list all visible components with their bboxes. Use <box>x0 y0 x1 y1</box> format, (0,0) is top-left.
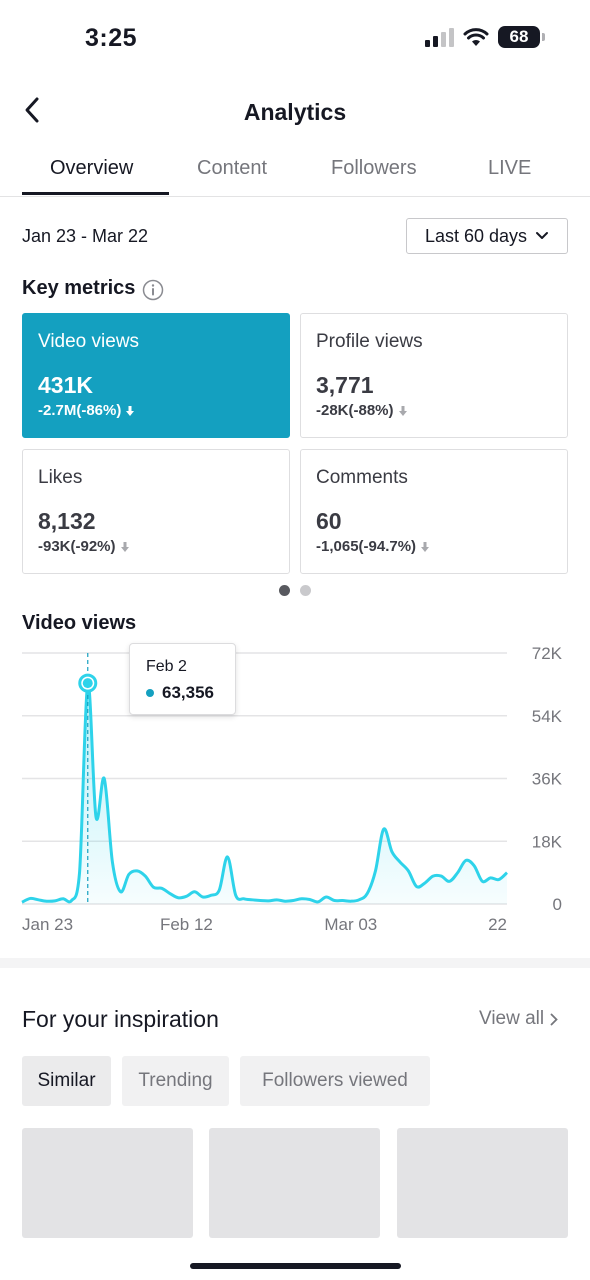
series-area <box>22 682 507 904</box>
status-bar: 3:25 68 <box>0 0 590 80</box>
chip-followers-viewed[interactable]: Followers viewed <box>240 1056 430 1106</box>
home-indicator <box>190 1263 401 1269</box>
metric-label: Video views <box>38 331 140 352</box>
metric-delta-text: -2.7M(-86%) <box>38 402 122 419</box>
x-tick-label: Jan 23 <box>22 915 73 934</box>
metric-delta: -2.7M(-86%) <box>38 402 135 419</box>
metric-label: Profile views <box>316 331 423 352</box>
back-arrow-icon[interactable] <box>18 95 48 125</box>
metric-delta: -93K(-92%) <box>38 538 130 555</box>
pager-dot-active[interactable] <box>279 585 290 596</box>
video-views-chart[interactable]: 72K 54K 36K 18K 0 Jan 23 Feb 12 Mar 03 22 <box>0 640 590 940</box>
x-tick-label: 22 <box>488 915 507 934</box>
chip-trending[interactable]: Trending <box>122 1056 229 1106</box>
nav-header: Analytics <box>0 85 590 141</box>
metric-delta-text: -93K(-92%) <box>38 538 116 555</box>
chevron-right-icon <box>550 1013 558 1025</box>
section-divider <box>0 958 590 968</box>
tab-live[interactable]: LIVE <box>488 157 532 179</box>
date-range: Jan 23 - Mar 22 <box>22 226 149 246</box>
metric-label: Likes <box>38 467 83 488</box>
period-dropdown[interactable]: Last 60 days <box>406 218 568 254</box>
metric-delta: -28K(-88%) <box>316 402 408 419</box>
chip-similar[interactable]: Similar <box>22 1056 111 1106</box>
active-tab-indicator <box>22 192 169 195</box>
highlight-point-core <box>82 678 93 689</box>
down-arrow-icon <box>120 541 129 552</box>
view-all-label: View all <box>479 1008 545 1029</box>
down-arrow-icon <box>398 405 407 416</box>
series-dot <box>146 689 154 697</box>
x-tick-label: Feb 12 <box>160 915 213 934</box>
tab-content[interactable]: Content <box>197 157 268 179</box>
tab-overview[interactable]: Overview <box>50 157 134 179</box>
down-arrow-icon <box>126 405 135 416</box>
y-tick-label: 0 <box>553 895 562 914</box>
y-tick-label: 54K <box>532 707 563 726</box>
page-title: Analytics <box>243 99 347 125</box>
y-tick-label: 18K <box>532 832 563 851</box>
metric-delta-text: -28K(-88%) <box>316 402 394 419</box>
y-tick-label: 36K <box>532 770 563 789</box>
pager-dot[interactable] <box>300 585 311 596</box>
video-thumbnail[interactable] <box>22 1128 193 1238</box>
chart-tooltip: Feb 2 63,356 <box>129 643 236 715</box>
metric-delta: -1,065(-94.7%) <box>316 538 430 555</box>
period-label: Last 60 days <box>424 225 528 246</box>
chevron-down-icon <box>536 232 549 239</box>
metrics-pager <box>279 585 311 596</box>
metric-label: Comments <box>316 467 408 488</box>
chart-title: Video views <box>22 612 137 634</box>
cellular-signal-icon <box>425 27 454 47</box>
x-tick-label: Mar 03 <box>324 915 377 934</box>
series-line <box>21 681 509 904</box>
tab-followers[interactable]: Followers <box>331 157 417 179</box>
metric-value: 3,771 <box>316 372 374 398</box>
metric-card-profile-views[interactable]: Profile views 3,771 -28K(-88%) <box>300 313 568 438</box>
metric-delta-text: -1,065(-94.7%) <box>316 538 417 555</box>
battery-icon: 68 <box>498 26 545 48</box>
y-tick-label: 72K <box>532 644 563 663</box>
tooltip-value-row: 63,356 <box>146 683 214 703</box>
inspiration-title: For your inspiration <box>22 1006 219 1032</box>
tooltip-value: 63,356 <box>162 683 214 702</box>
metric-card-comments[interactable]: Comments 60 -1,065(-94.7%) <box>300 449 568 574</box>
status-time: 3:25 <box>85 24 138 52</box>
metric-value: 431K <box>38 372 93 398</box>
tab-bar: Overview Content Followers LIVE <box>0 145 590 197</box>
down-arrow-icon <box>421 541 430 552</box>
metric-value: 8,132 <box>38 508 96 534</box>
key-metrics-title: Key metrics <box>22 277 136 299</box>
metric-card-likes[interactable]: Likes 8,132 -93K(-92%) <box>22 449 290 574</box>
tooltip-date: Feb 2 <box>146 658 187 675</box>
metric-card-video-views[interactable]: Video views 431K -2.7M(-86%) <box>22 313 290 438</box>
view-all-link[interactable]: View all <box>479 1008 558 1030</box>
info-icon[interactable] <box>142 279 164 301</box>
video-thumbnail[interactable] <box>209 1128 380 1238</box>
status-icons: 68 <box>425 26 545 48</box>
metric-value: 60 <box>316 508 342 534</box>
wifi-icon <box>463 28 489 46</box>
video-thumbnail[interactable] <box>397 1128 568 1238</box>
